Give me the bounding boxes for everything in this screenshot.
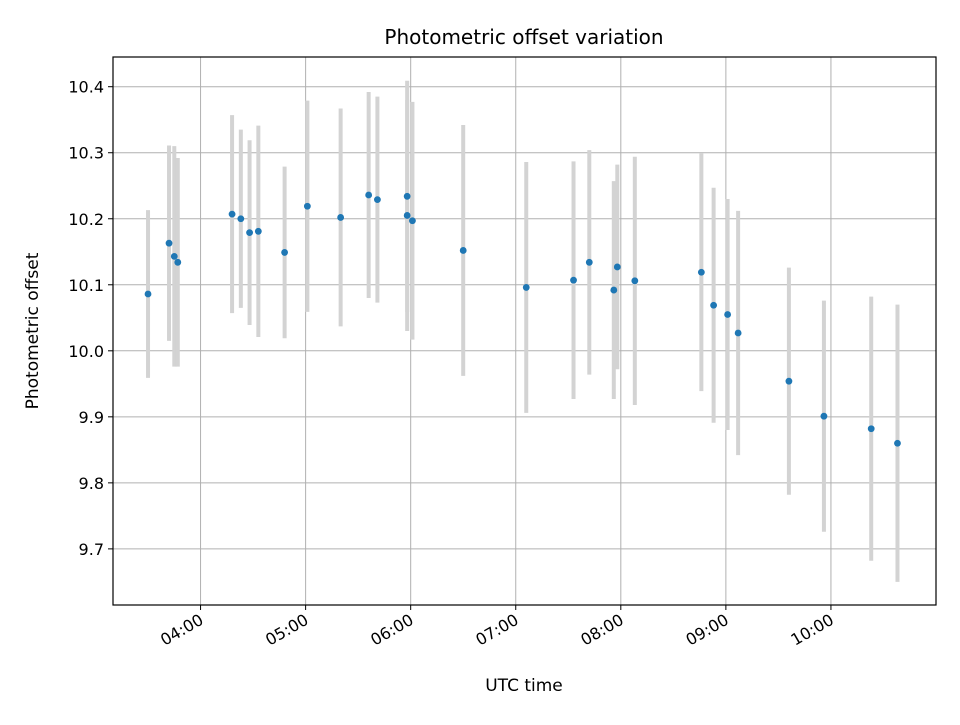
data-point [254,227,262,235]
data-point [174,258,182,266]
data-point [785,377,793,385]
point-layer [144,191,901,447]
data-point [237,215,245,223]
data-point [374,196,381,204]
data-point [365,191,373,199]
data-point [734,329,742,337]
y-tick-label: 9.8 [79,474,104,493]
data-point [409,217,416,225]
y-axis-title: Photometric offset [23,252,43,409]
data-point [631,277,639,285]
data-point [403,212,411,219]
plot-frame [112,56,937,606]
data-point [610,286,618,294]
y-tick-label: 10.3 [68,144,104,163]
y-tick-label: 10.4 [68,78,104,97]
data-point [165,239,173,247]
data-point [894,439,901,447]
data-point [337,214,345,221]
data-point [522,284,530,291]
data-point [613,263,621,271]
chart-title: Photometric offset variation [384,25,663,49]
data-point [459,247,467,254]
data-point [570,276,577,284]
data-point [697,268,705,276]
data-point [724,311,732,318]
data-point [820,412,828,420]
data-point [246,229,253,237]
y-tick-layer: 9.7 9.8 9.9 10.0 10.1 10.2 10.3 10.4 [68,78,113,559]
y-tick-label: 10.1 [68,276,104,295]
data-point [710,301,718,309]
x-axis-title: UTC time [485,676,563,696]
y-tick-label: 10.0 [68,342,104,361]
data-point [281,249,289,256]
y-tick-label: 9.9 [79,408,104,427]
data-point [303,202,311,210]
y-tick-label: 10.2 [68,210,104,229]
data-point [585,258,593,266]
data-point [144,290,152,298]
data-point [867,425,875,433]
data-point [170,252,178,260]
data-point [228,210,236,218]
data-point [403,192,411,200]
y-tick-label: 9.7 [79,540,104,559]
